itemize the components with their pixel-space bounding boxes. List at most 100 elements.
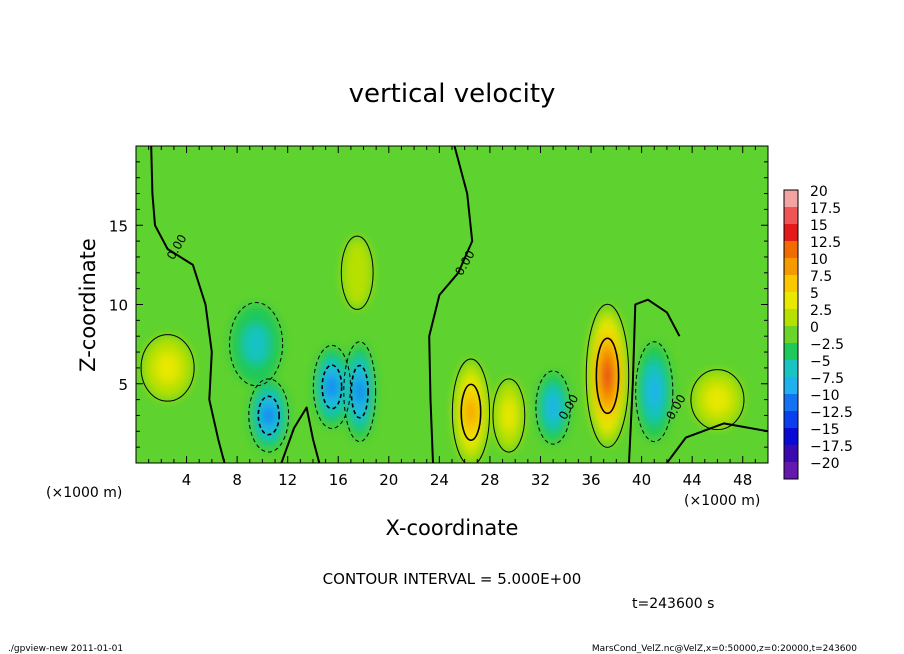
colorbar-swatch xyxy=(784,241,798,258)
colorbar-label: 5 xyxy=(810,286,819,302)
time-label: t=243600 s xyxy=(632,596,714,612)
field-level xyxy=(263,406,274,425)
colorbar-swatch xyxy=(784,360,798,377)
contour-downdraft-9 xyxy=(343,341,377,443)
zero-contour-1 xyxy=(428,146,474,463)
x-tick-label: 24 xyxy=(430,471,449,489)
y-axis-ticks: 5 10 15 xyxy=(109,161,768,448)
x-tick-label: 16 xyxy=(329,471,348,489)
field-feature-1 xyxy=(453,361,489,463)
field-feature-7 xyxy=(230,304,282,384)
field-level xyxy=(342,237,373,308)
colorbar-label: 15 xyxy=(810,218,828,234)
x-unit-right: (×1000 m) xyxy=(684,493,760,509)
contour-updraft-3 xyxy=(690,369,745,431)
colorbar-label: 10 xyxy=(810,252,828,268)
colorbar-label: −7.5 xyxy=(810,371,844,387)
x-tick-label: 20 xyxy=(379,471,398,489)
colorbar-label: −10 xyxy=(810,388,840,404)
contour-interval: CONTOUR INTERVAL = 5.000E+00 xyxy=(323,570,582,588)
y-tick-label: 5 xyxy=(118,376,128,394)
field-feature-3 xyxy=(692,371,743,429)
contour-inner-6 xyxy=(257,395,280,436)
x-axis-label: X-coordinate xyxy=(386,516,519,540)
contour-downdraft-8 xyxy=(312,344,352,430)
colorbar-label: −20 xyxy=(810,456,840,472)
colorbar-swatch xyxy=(784,309,798,326)
x-unit-left: (×1000 m) xyxy=(46,485,122,501)
field-level xyxy=(547,395,559,420)
x-axis-ticks: 4 8 12 16 20 24 28 32 36 40 44 48 xyxy=(148,146,756,489)
colorbar-label: 7.5 xyxy=(810,269,832,285)
colorbar-swatch xyxy=(784,207,798,224)
x-tick-label: 32 xyxy=(531,471,550,489)
field-level xyxy=(604,364,611,388)
colorbar-swatch xyxy=(784,428,798,445)
colorbar: 2017.51512.5107.552.50−2.5−5−7.5−10−12.5… xyxy=(783,184,853,480)
field-level xyxy=(154,352,181,384)
colorbar-swatch xyxy=(784,462,798,479)
x-tick-label: 44 xyxy=(683,471,702,489)
colorbar-swatch xyxy=(784,411,798,428)
field-level xyxy=(466,399,476,425)
colorbar-label: −15 xyxy=(810,422,840,438)
colorbar-label: −17.5 xyxy=(810,439,853,455)
y-axis-label: Z-coordinate xyxy=(76,238,100,372)
zero-contour-0 xyxy=(150,146,226,463)
contour-downdraft-11 xyxy=(635,341,674,443)
velocity-field xyxy=(142,237,743,463)
colorbar-swatch xyxy=(784,377,798,394)
field-level xyxy=(648,375,661,408)
x-tick-label: 12 xyxy=(278,471,297,489)
y-tick-label: 15 xyxy=(109,217,128,235)
field-level xyxy=(704,385,731,414)
x-tick-label: 40 xyxy=(632,471,651,489)
field-feature-10 xyxy=(536,372,570,443)
colorbar-swatch xyxy=(784,343,798,360)
x-tick-label: 8 xyxy=(232,471,242,489)
x-tick-label: 28 xyxy=(480,471,499,489)
zero-contour-2 xyxy=(666,422,768,463)
contour-updraft-1 xyxy=(451,358,491,463)
colorbar-swatch xyxy=(784,190,798,207)
zero-contour-4 xyxy=(628,298,681,463)
contour-inner-9 xyxy=(350,364,369,419)
field-feature-9 xyxy=(344,344,375,440)
field-level xyxy=(327,377,337,397)
footer-right: MarsCond_VelZ.nc@VelZ,x=0:50000,z=0:2000… xyxy=(592,644,857,654)
contour-inner-8 xyxy=(321,364,343,410)
colorbar-swatch xyxy=(784,258,798,275)
footer-left: ./gpview-new 2011-01-01 xyxy=(8,644,123,654)
colorbar-label: −5 xyxy=(810,354,831,370)
colorbar-swatch xyxy=(784,275,798,292)
field-feature-5 xyxy=(342,237,373,308)
colorbar-label: −2.5 xyxy=(810,337,844,353)
field-feature-11 xyxy=(636,344,672,440)
colorbar-label: 17.5 xyxy=(810,201,841,217)
field-feature-2 xyxy=(493,380,525,451)
chart-title: vertical velocity xyxy=(349,79,556,109)
colorbar-frame xyxy=(783,189,799,480)
colorbar-swatch xyxy=(784,326,798,343)
colorbar-swatch xyxy=(784,445,798,462)
colorbar-label: 12.5 xyxy=(810,235,841,251)
colorbar-swatch xyxy=(784,224,798,241)
contour-updraft-5 xyxy=(340,235,374,310)
field-feature-4 xyxy=(142,336,193,400)
contour-downdraft-6 xyxy=(248,378,290,453)
field-level xyxy=(243,324,269,364)
field-level xyxy=(355,379,364,404)
contour-inner-0 xyxy=(595,337,620,415)
colorbar-label: 0 xyxy=(810,320,819,336)
contour-downdraft-10 xyxy=(535,370,571,445)
colorbar-swatch xyxy=(784,292,798,309)
colorbar-label: 2.5 xyxy=(810,303,832,319)
contour-updraft-0 xyxy=(585,303,630,448)
field-level xyxy=(501,398,517,433)
field-feature-0 xyxy=(587,307,628,444)
contour-lines xyxy=(140,146,768,463)
colorbar-swatch xyxy=(784,394,798,411)
x-tick-label: 4 xyxy=(182,471,192,489)
zero-contour-3 xyxy=(280,406,321,463)
